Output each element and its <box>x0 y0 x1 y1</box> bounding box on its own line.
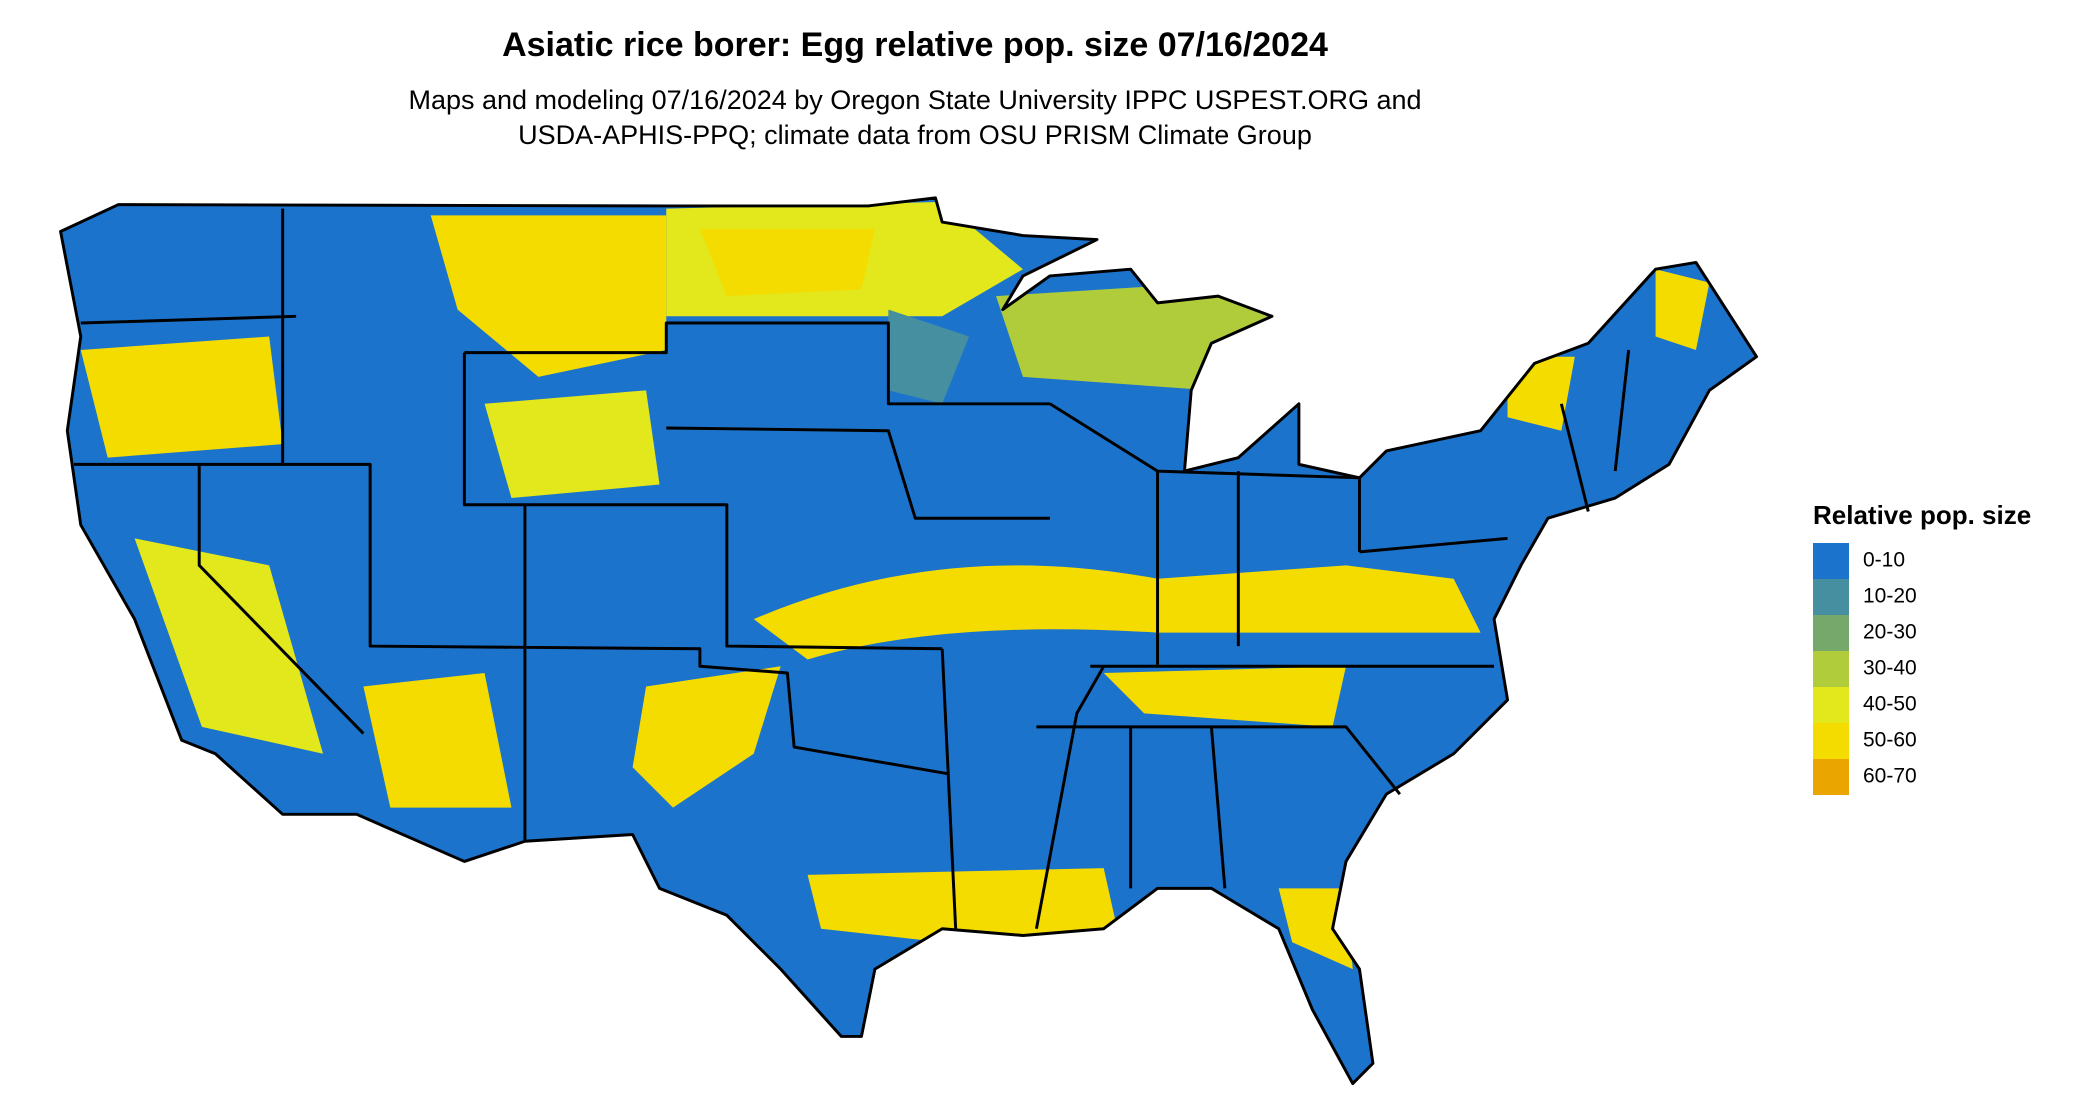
legend-swatch <box>1813 723 1849 759</box>
legend-label: 40-50 <box>1863 693 1917 716</box>
state-borders <box>59 196 1759 1086</box>
patch <box>888 309 970 404</box>
patch <box>753 565 1481 660</box>
patch <box>430 215 667 377</box>
legend-swatch <box>1813 651 1849 687</box>
legend: 0-10 10-20 20-30 30-40 40-50 50-60 60-70 <box>1813 543 1917 795</box>
legend-swatch <box>1813 579 1849 615</box>
patch <box>807 868 1118 943</box>
legend-swatch <box>1813 687 1849 723</box>
map <box>59 196 1759 1086</box>
legend-swatch <box>1813 543 1849 579</box>
patch <box>699 228 875 297</box>
legend-title: Relative pop. size <box>1813 500 2031 530</box>
patch <box>363 673 512 808</box>
patch <box>1655 269 1710 350</box>
legend-label: 50-60 <box>1863 729 1917 752</box>
legend-label: 0-10 <box>1863 549 1905 572</box>
legend-label: 10-20 <box>1863 585 1917 608</box>
patch <box>632 666 781 808</box>
subtitle-line: Maps and modeling 07/16/2024 by Oregon S… <box>408 85 1421 115</box>
patch <box>1278 888 1353 970</box>
subtitle-line: USDA-APHIS-PPQ; climate data from OSU PR… <box>518 120 1312 150</box>
patch <box>80 336 283 458</box>
legend-label: 20-30 <box>1863 621 1917 644</box>
patch <box>1103 666 1346 727</box>
legend-label: 60-70 <box>1863 765 1917 788</box>
patch <box>134 538 324 754</box>
patch <box>484 390 660 499</box>
legend-swatch <box>1813 615 1849 651</box>
legend-label: 30-40 <box>1863 657 1917 680</box>
heat-patches <box>80 201 1710 970</box>
map-title: Asiatic rice borer: Egg relative pop. si… <box>502 26 1328 64</box>
legend-swatch <box>1813 759 1849 795</box>
